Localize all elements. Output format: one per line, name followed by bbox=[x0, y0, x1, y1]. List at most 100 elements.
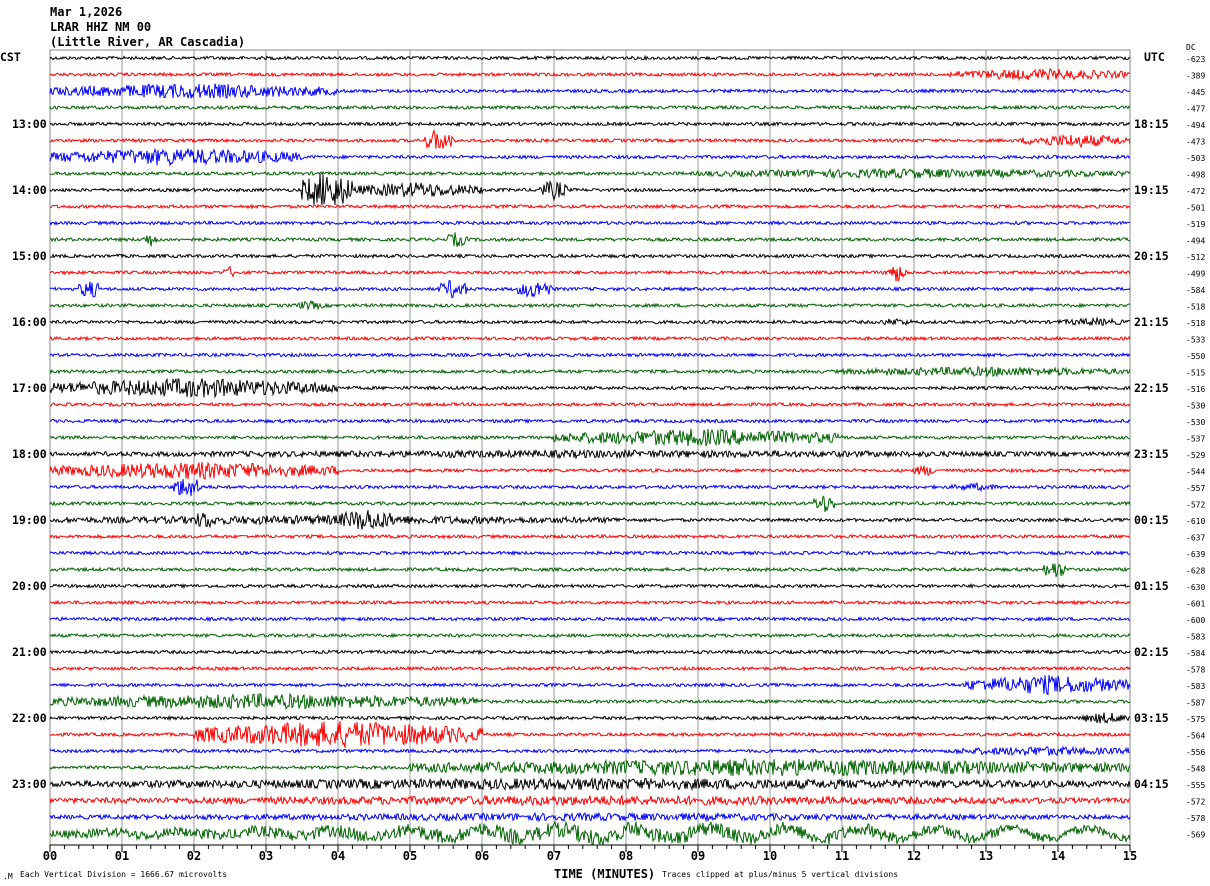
trace-row bbox=[49, 128, 1131, 150]
trace-row bbox=[49, 417, 1131, 425]
dc-offset-label: -518 bbox=[1186, 303, 1205, 312]
dc-offset-label: -503 bbox=[1186, 154, 1205, 163]
left-time-label: 15:00 bbox=[12, 249, 47, 263]
right-time-label: 21:15 bbox=[1134, 315, 1169, 329]
right-time-label: 02:15 bbox=[1134, 645, 1169, 659]
trace-row bbox=[49, 820, 1131, 847]
dc-offset-label: -473 bbox=[1186, 138, 1205, 147]
trace-row bbox=[49, 167, 1131, 180]
trace-row bbox=[49, 533, 1131, 540]
dc-offset-label: -548 bbox=[1186, 765, 1205, 774]
x-tick-label: 00 bbox=[43, 849, 57, 863]
trace-row bbox=[49, 279, 1131, 299]
x-tick-label: 09 bbox=[691, 849, 705, 863]
x-tick-label: 05 bbox=[403, 849, 417, 863]
left-time-label: 13:00 bbox=[12, 117, 47, 131]
trace-row bbox=[49, 776, 1131, 792]
dc-offset-label: -564 bbox=[1186, 732, 1205, 741]
dc-offset-label: -583 bbox=[1186, 633, 1205, 642]
trace-row bbox=[49, 448, 1131, 460]
x-tick-label: 12 bbox=[907, 849, 921, 863]
dc-offset-label: -575 bbox=[1186, 715, 1205, 724]
trace-row bbox=[49, 265, 1131, 282]
dc-offset-label: -494 bbox=[1186, 121, 1205, 130]
trace-row bbox=[49, 120, 1131, 128]
right-time-label: 04:15 bbox=[1134, 777, 1169, 791]
dc-offset-label: -529 bbox=[1186, 451, 1205, 460]
right-time-label: 18:15 bbox=[1134, 117, 1169, 131]
trace-row bbox=[49, 712, 1131, 724]
left-time-label: 21:00 bbox=[12, 645, 47, 659]
x-tick-label: 08 bbox=[619, 849, 633, 863]
trace-row bbox=[49, 377, 1131, 399]
trace-row bbox=[49, 583, 1131, 590]
dc-offset-label: -639 bbox=[1186, 550, 1205, 559]
dc-offset-label: -637 bbox=[1186, 534, 1205, 543]
dc-offset-label: -587 bbox=[1186, 699, 1205, 708]
trace-row bbox=[49, 721, 1131, 748]
dc-offset-label: -516 bbox=[1186, 385, 1205, 394]
dc-offset-label: -610 bbox=[1186, 517, 1205, 526]
right-time-label: 20:15 bbox=[1134, 249, 1169, 263]
dc-offset-label: -530 bbox=[1186, 418, 1205, 427]
dc-offset-label: -544 bbox=[1186, 468, 1205, 477]
trace-row bbox=[49, 665, 1131, 672]
date-label: Mar 1,2026 bbox=[50, 5, 122, 19]
trace-row bbox=[49, 794, 1131, 807]
dc-offset-label: -630 bbox=[1186, 583, 1205, 592]
dc-header: DC bbox=[1186, 43, 1196, 52]
traces bbox=[49, 54, 1131, 847]
dc-offset-label: -515 bbox=[1186, 369, 1205, 378]
right-timezone: UTC bbox=[1144, 50, 1165, 64]
trace-row bbox=[49, 648, 1131, 656]
x-tick-label: 07 bbox=[547, 849, 561, 863]
trace-row bbox=[49, 335, 1131, 342]
grid bbox=[49, 49, 1131, 846]
trace-row bbox=[49, 83, 1131, 99]
dc-offset-label: -583 bbox=[1186, 682, 1205, 691]
clip-note: Traces clipped at plus/minus 5 vertical … bbox=[662, 870, 898, 879]
station-label: LRAR HHZ NM 00 bbox=[50, 20, 151, 34]
trace-row bbox=[49, 510, 1131, 530]
left-time-label: 17:00 bbox=[12, 381, 47, 395]
right-time-label: 01:15 bbox=[1134, 579, 1169, 593]
right-time-label: 03:15 bbox=[1134, 711, 1169, 725]
trace-row bbox=[49, 599, 1131, 606]
x-tick-label: 10 bbox=[763, 849, 777, 863]
dc-offset-label: -550 bbox=[1186, 352, 1205, 361]
right-time-label: 19:15 bbox=[1134, 183, 1169, 197]
left-time-label: 16:00 bbox=[12, 315, 47, 329]
trace-row bbox=[49, 811, 1131, 823]
trace-row bbox=[49, 68, 1131, 82]
trace-row bbox=[49, 104, 1131, 111]
x-tick-label: 03 bbox=[259, 849, 273, 863]
plot-frame bbox=[49, 49, 1131, 846]
trace-row bbox=[49, 745, 1131, 757]
dc-offset-label: -501 bbox=[1186, 204, 1205, 213]
trace-row bbox=[49, 478, 1131, 497]
trace-row bbox=[49, 232, 1131, 247]
right-time-label: 00:15 bbox=[1134, 513, 1169, 527]
location-label: (Little River, AR Cascadia) bbox=[50, 35, 245, 49]
dc-offset-label: -499 bbox=[1186, 270, 1205, 279]
dc-offset-label: -556 bbox=[1186, 748, 1205, 757]
dc-offset-label: -623 bbox=[1186, 55, 1205, 64]
dc-offset-label: -498 bbox=[1186, 171, 1205, 180]
left-time-label: 22:00 bbox=[12, 711, 47, 725]
x-tick-label: 04 bbox=[331, 849, 345, 863]
dc-offset-label: -518 bbox=[1186, 319, 1205, 328]
trace-row bbox=[49, 54, 1131, 62]
trace-row bbox=[49, 615, 1131, 623]
dc-offset-label: -600 bbox=[1186, 616, 1205, 625]
left-timezone: CST bbox=[0, 50, 21, 64]
dc-offset-label: -557 bbox=[1186, 484, 1205, 493]
x-tick-label: 01 bbox=[115, 849, 129, 863]
trace-row bbox=[49, 758, 1131, 778]
dc-offset-label: -533 bbox=[1186, 336, 1205, 345]
trace-row bbox=[49, 299, 1131, 311]
time-labels: -623 -389 -445 -477 -494 -473 -503 -498 -472 -501… bbox=[12, 55, 1205, 840]
trace-row bbox=[49, 351, 1131, 359]
x-axis: 00 01 02 03 04 05 06 07 08 09 10 11 12 13 14 15 bbox=[43, 844, 1137, 863]
trace-row bbox=[49, 632, 1131, 639]
left-time-label: 19:00 bbox=[12, 513, 47, 527]
